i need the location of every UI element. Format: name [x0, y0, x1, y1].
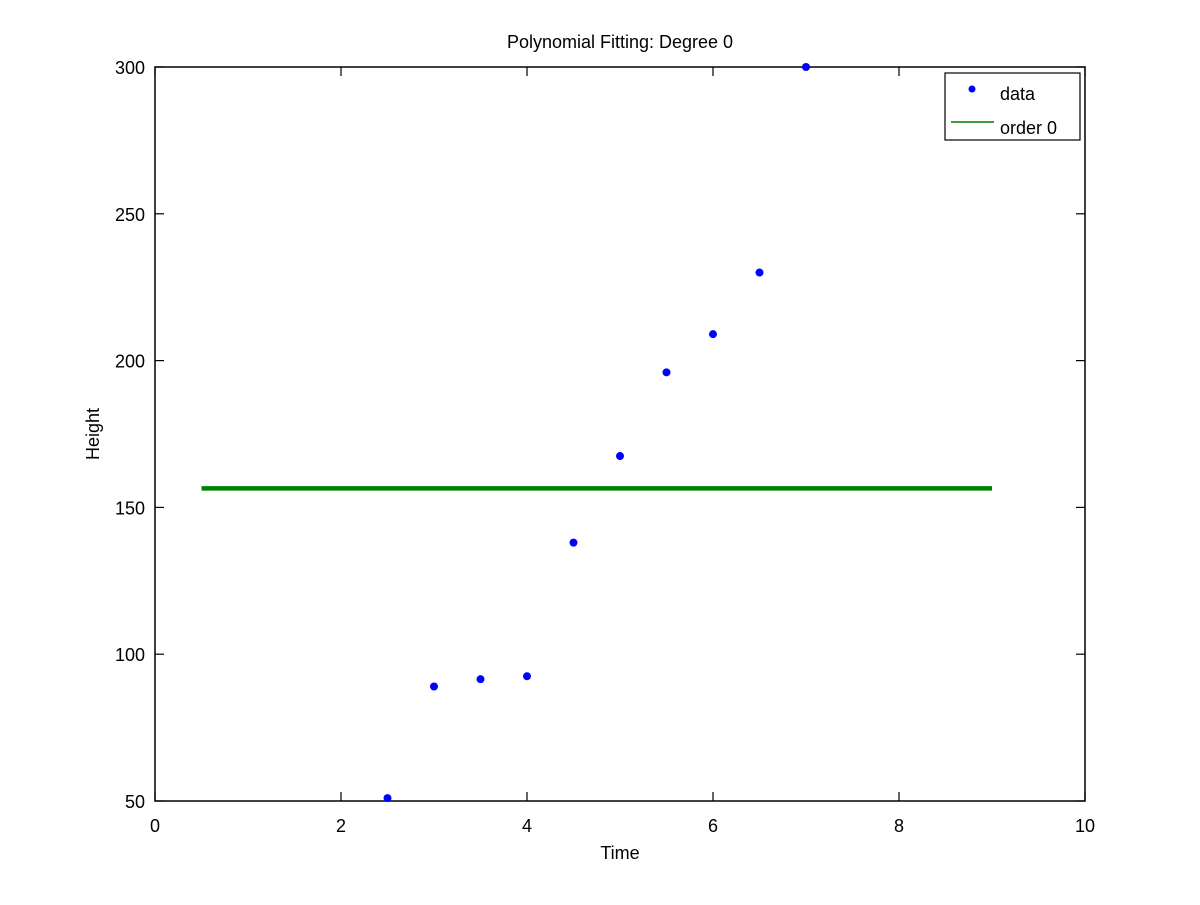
y-tick-label: 250	[115, 205, 145, 225]
data-point	[802, 63, 810, 71]
x-axis-label: Time	[600, 843, 639, 863]
data-point	[755, 268, 764, 277]
y-tick-label: 50	[125, 792, 145, 812]
legend: data order 0	[944, 72, 1081, 141]
data-point	[383, 794, 392, 803]
y-axis-label: Height	[83, 408, 103, 460]
legend-order0-label: order 0	[1000, 118, 1057, 138]
series-layer	[201, 63, 992, 803]
axis-ticks: 0 2 4 6 8 10 50 100 150 200 250 300	[115, 58, 1095, 836]
data-point	[476, 675, 485, 684]
x-tick-label: 8	[894, 816, 904, 836]
y-tick-label: 300	[115, 58, 145, 78]
data-point	[569, 538, 578, 547]
data-point	[662, 368, 671, 377]
data-point	[616, 452, 624, 461]
y-tick-label: 200	[115, 352, 145, 372]
legend-data-label: data	[1000, 84, 1036, 104]
plot-area	[154, 66, 1086, 802]
y-tick-label: 150	[115, 498, 145, 518]
x-tick-label: 10	[1075, 816, 1095, 836]
x-tick-label: 6	[708, 816, 718, 836]
legend-data-marker	[968, 85, 976, 93]
data-point	[430, 682, 438, 691]
data-point	[709, 330, 717, 339]
y-tick-label: 100	[115, 645, 145, 665]
x-tick-label: 2	[336, 816, 346, 836]
chart-title: Polynomial Fitting: Degree 0	[507, 32, 733, 52]
x-tick-label: 4	[522, 816, 532, 836]
legend-box	[944, 72, 1081, 141]
data-point	[523, 672, 531, 681]
x-tick-label: 0	[150, 816, 160, 836]
